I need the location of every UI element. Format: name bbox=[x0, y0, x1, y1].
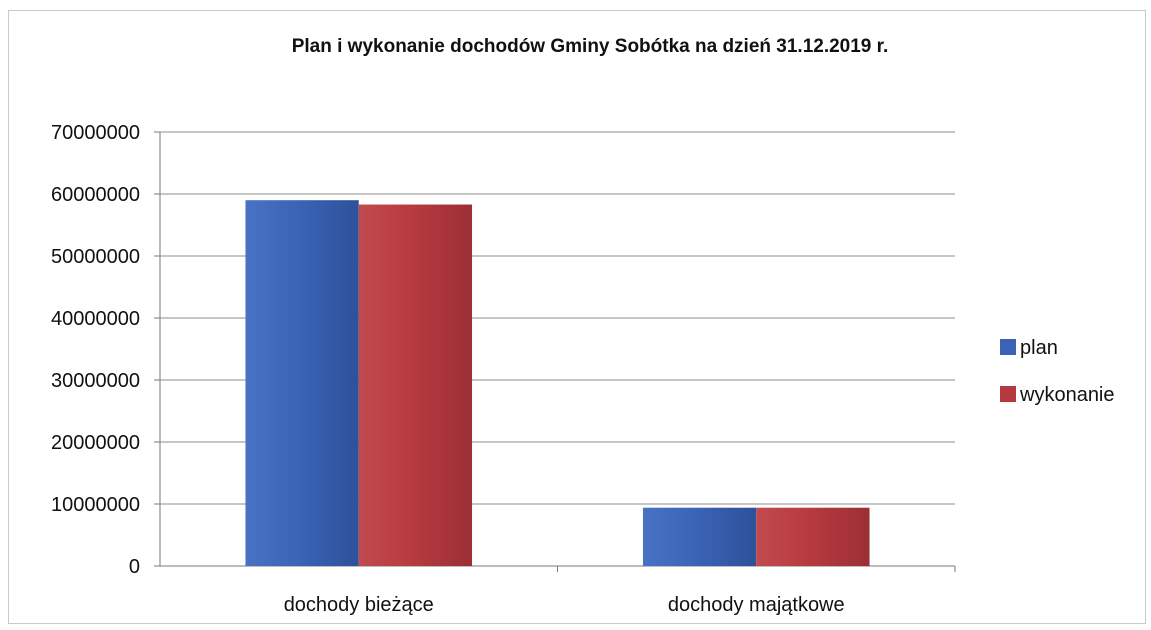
legend-label-plan: plan bbox=[1020, 337, 1058, 359]
y-tick-label: 60000000 bbox=[51, 184, 140, 206]
chart-title: Plan i wykonanie dochodów Gminy Sobótka … bbox=[292, 36, 889, 57]
y-tick-label: 50000000 bbox=[51, 246, 140, 268]
legend-swatch-wykonanie bbox=[1000, 386, 1016, 402]
y-tick-label: 0 bbox=[129, 556, 140, 578]
y-tick-label: 30000000 bbox=[51, 370, 140, 392]
bar-wykonanie-2 bbox=[756, 507, 870, 566]
y-tick-label: 70000000 bbox=[51, 122, 140, 144]
y-tick-label: 40000000 bbox=[51, 308, 140, 330]
legend: plan wykonanie bbox=[1000, 337, 1115, 406]
x-category-label: dochody majątkowe bbox=[668, 594, 845, 616]
legend-swatch-plan bbox=[1000, 339, 1016, 355]
y-tick-label: 20000000 bbox=[51, 432, 140, 454]
bar-plan-1 bbox=[245, 200, 359, 566]
bar-plan-2 bbox=[642, 507, 757, 566]
x-category-label: dochody bieżące bbox=[284, 594, 434, 616]
x-category-labels: dochody bieżące dochody majątkowe bbox=[284, 594, 845, 616]
y-tick-labels: 0 10000000 20000000 30000000 40000000 5000000… bbox=[51, 122, 140, 578]
y-tick-label: 10000000 bbox=[51, 494, 140, 516]
legend-label-wykonanie: wykonanie bbox=[1019, 384, 1115, 406]
chart-frame bbox=[8, 10, 1146, 624]
bar-wykonanie-1 bbox=[358, 204, 473, 567]
bars bbox=[245, 200, 870, 567]
